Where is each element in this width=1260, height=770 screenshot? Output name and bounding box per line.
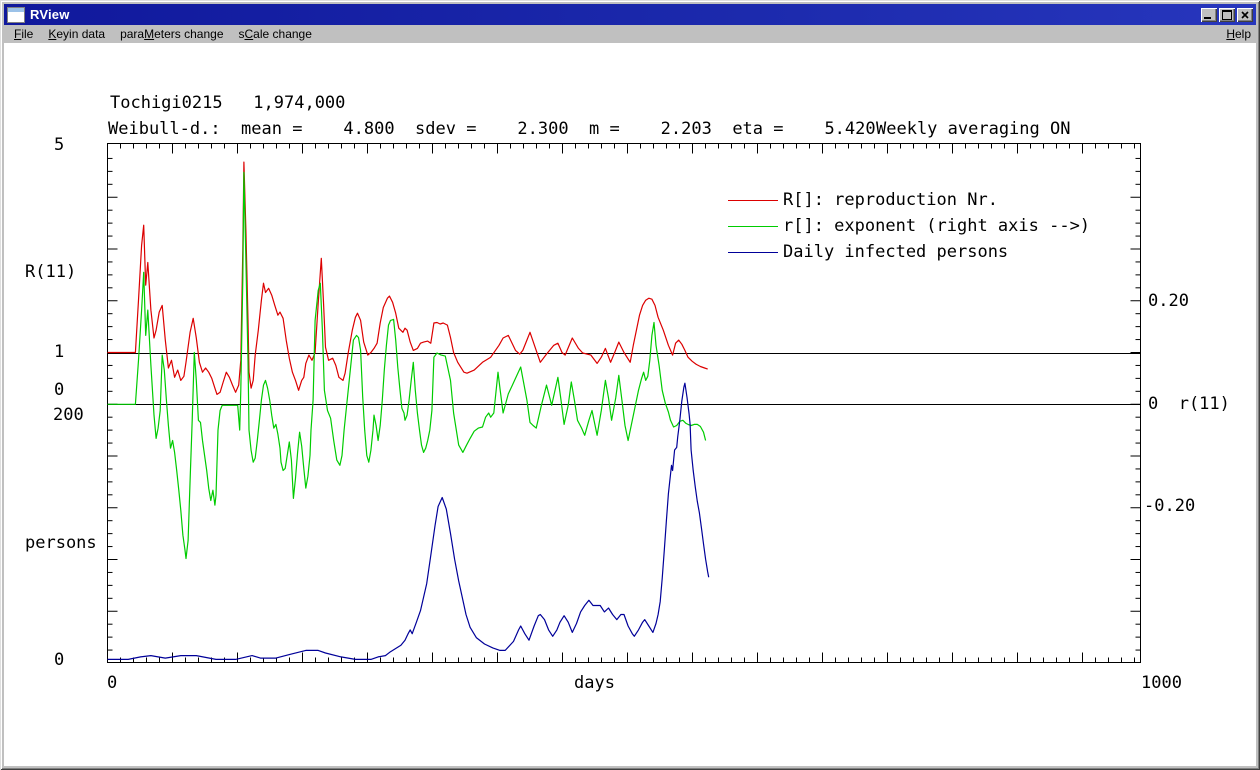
menu-file[interactable]: File [14,27,34,41]
legend: R[]: reproduction Nr. r[]: exponent (rig… [728,187,1090,265]
legend-row-exponent: r[]: exponent (right axis -->) [728,213,1090,239]
legend-row-reproduction: R[]: reproduction Nr. [728,187,1090,213]
left-axis-label-persons: persons [25,533,97,553]
left-axis-tick-0-persons: 0 [54,650,65,670]
menu-bar: File Keyin data paraMeters change sCale … [4,25,1256,43]
window-title: RView [30,7,70,22]
right-axis-tick-020: 0.20 [1148,291,1189,311]
legend-line-green [728,225,778,227]
x-axis-tick-1000: 1000 [1141,673,1182,693]
legend-label-daily-infected: Daily infected persons [783,242,1009,262]
menu-help[interactable]: Help [1226,27,1251,41]
minimize-icon [1204,16,1211,19]
maximize-icon [1222,9,1232,20]
x-axis-label-days: days [574,673,615,693]
legend-row-daily-infected: Daily infected persons [728,239,1090,265]
maximize-button[interactable] [1219,7,1235,22]
close-icon [1241,10,1249,19]
legend-label-reproduction: R[]: reproduction Nr. [783,190,998,210]
app-window-icon [7,6,25,23]
chart-client-area [4,43,1256,766]
legend-line-red [728,199,778,201]
title-bar[interactable]: RView [4,4,1256,25]
left-axis-tick-0: 0 [54,380,65,400]
chart-subtitle-weibull: Weibull-d.: mean = 4.800 sdev = 2.300 m … [108,119,876,139]
x-axis-tick-0: 0 [107,673,118,693]
left-axis-label-R11: R(11) [25,262,77,282]
menu-scale-change[interactable]: sCale change [238,27,312,41]
right-axis-label-r11: 0 r(11) [1148,394,1230,414]
weekly-averaging-status: Weekly averaging ON [876,119,1071,139]
legend-label-exponent: r[]: exponent (right axis -->) [783,216,1091,236]
close-button[interactable] [1237,7,1253,22]
chart-title: Tochigi0215 1,974,000 [110,93,346,113]
menu-keyin-data[interactable]: Keyin data [48,27,106,41]
minimize-button[interactable] [1201,7,1217,22]
left-axis-tick-5: 5 [54,135,65,155]
left-axis-tick-200: 200 [53,405,84,425]
left-axis-tick-1: 1 [54,342,65,362]
legend-line-blue [728,251,778,253]
menu-parameters-change[interactable]: paraMeters change [120,27,224,41]
right-axis-tick-neg020: -0.20 [1144,496,1196,516]
